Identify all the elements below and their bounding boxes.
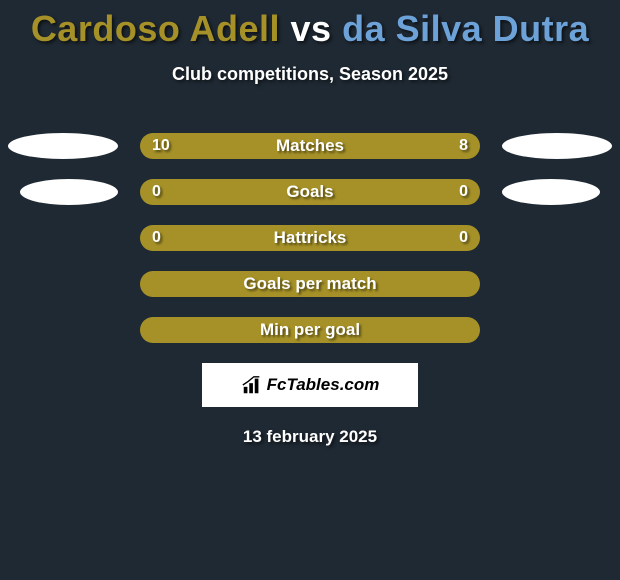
oval-left-matches [8, 133, 118, 159]
label-goals: Goals [286, 182, 333, 202]
subtitle: Club competitions, Season 2025 [0, 64, 620, 85]
player1-name: Cardoso Adell [31, 8, 280, 49]
oval-right-goals [502, 179, 600, 205]
bar-matches: 10 Matches 8 [140, 133, 480, 159]
vs-text: vs [291, 8, 332, 49]
player2-name: da Silva Dutra [342, 8, 589, 49]
label-matches: Matches [276, 136, 344, 156]
val-left-goals: 0 [152, 183, 161, 201]
label-gpm: Goals per match [243, 274, 376, 294]
label-mpg: Min per goal [260, 320, 360, 340]
chart-icon [241, 374, 263, 396]
logo-box: FcTables.com [202, 363, 418, 407]
val-right-hattricks: 0 [459, 229, 468, 247]
val-right-goals: 0 [459, 183, 468, 201]
val-right-matches: 8 [459, 137, 468, 155]
stat-rows: 10 Matches 8 0 Goals 0 0 Hattricks 0 Goa… [0, 133, 620, 343]
label-hattricks: Hattricks [274, 228, 347, 248]
stat-row-hattricks: 0 Hattricks 0 [140, 225, 480, 251]
stat-row-matches: 10 Matches 8 [140, 133, 480, 159]
bar-goals: 0 Goals 0 [140, 179, 480, 205]
stat-row-gpm: Goals per match [140, 271, 480, 297]
val-left-matches: 10 [152, 137, 170, 155]
comparison-title: Cardoso Adell vs da Silva Dutra [0, 0, 620, 50]
oval-right-matches [502, 133, 612, 159]
logo-text: FcTables.com [267, 375, 380, 395]
stat-row-goals: 0 Goals 0 [140, 179, 480, 205]
val-left-hattricks: 0 [152, 229, 161, 247]
oval-left-goals [20, 179, 118, 205]
bar-mpg: Min per goal [140, 317, 480, 343]
bar-gpm: Goals per match [140, 271, 480, 297]
date-text: 13 february 2025 [0, 427, 620, 447]
bar-hattricks: 0 Hattricks 0 [140, 225, 480, 251]
stat-row-mpg: Min per goal [140, 317, 480, 343]
